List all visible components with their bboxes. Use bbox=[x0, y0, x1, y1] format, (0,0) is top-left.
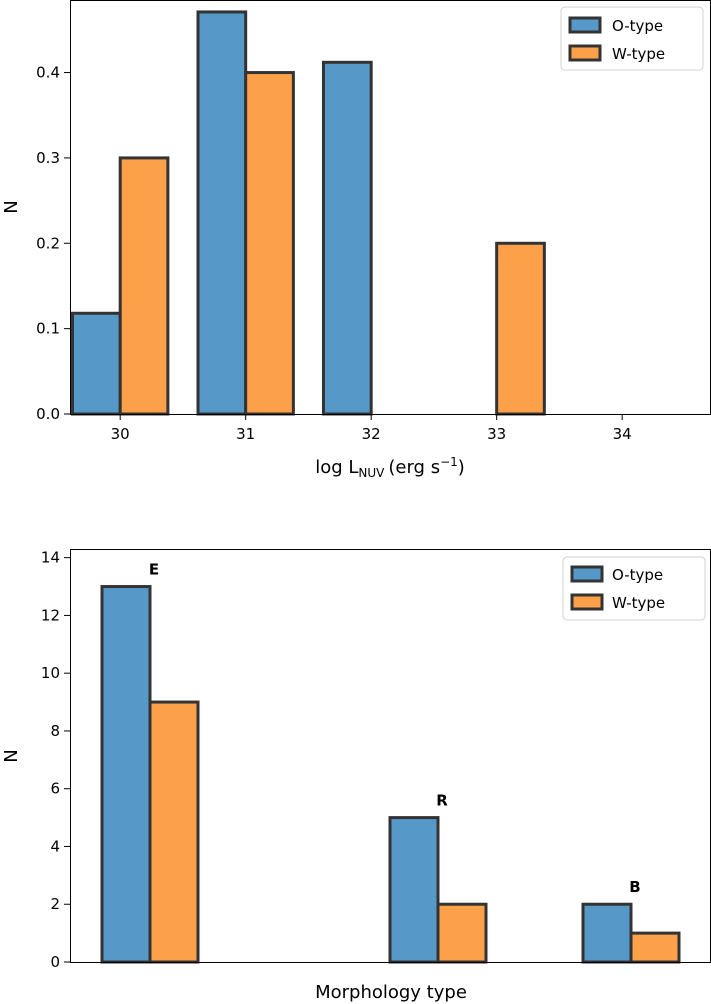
c2-y-tick-label: 12 bbox=[41, 606, 60, 624]
c2-bar-w-type-R bbox=[436, 902, 488, 964]
c2-bar-o-type-E bbox=[100, 585, 152, 964]
c1-x-tick-label: 30 bbox=[111, 425, 130, 443]
c2-bar-o-type-R bbox=[388, 816, 440, 964]
c2-annotation-B: B bbox=[629, 878, 640, 896]
c1-legend-swatch-o-type bbox=[568, 16, 602, 34]
c1-legend-label-o-type: O-type bbox=[612, 17, 663, 35]
c1-x-tick-label: 33 bbox=[487, 425, 506, 443]
c1-x-tick-label: 34 bbox=[613, 425, 632, 443]
c2-bar-o-type-B bbox=[581, 902, 633, 964]
c2-legend: O-type W-type bbox=[562, 556, 706, 621]
c2-y-tick-label: 6 bbox=[50, 780, 60, 798]
c1-y-tick-label: 0.4 bbox=[36, 64, 60, 82]
c1-legend: O-type W-type bbox=[560, 6, 704, 71]
c1-bar-o-type-30 bbox=[71, 311, 122, 416]
c1-legend-label-w-type: W-type bbox=[612, 45, 665, 63]
c1-bar-w-type-30 bbox=[118, 156, 170, 416]
c2-legend-swatch-o-type bbox=[570, 565, 604, 583]
c2-annotations: E R B bbox=[149, 561, 641, 897]
c2-y-tick-label: 14 bbox=[41, 549, 60, 567]
c2-bar-w-type-B bbox=[629, 931, 681, 964]
c2-legend-label-o-type: O-type bbox=[612, 566, 663, 584]
c1-bar-o-type-31 bbox=[196, 10, 248, 416]
c2-y-tick-label: 10 bbox=[41, 664, 60, 682]
c1-y-tick-label: 0.2 bbox=[36, 234, 60, 252]
c2-y-tick-label: 0 bbox=[50, 953, 60, 971]
c2-legend-label-w-type: W-type bbox=[612, 594, 665, 612]
c2-y-axis-label: N bbox=[1, 749, 22, 762]
c2-y-tick-label: 2 bbox=[50, 895, 60, 913]
c1-bar-w-type-33 bbox=[495, 241, 546, 416]
c1-x-tick-label: 31 bbox=[236, 425, 255, 443]
c2-annotation-E: E bbox=[149, 561, 159, 579]
c2-y-tick-label: 8 bbox=[50, 722, 60, 740]
c1-x-tick-label: 32 bbox=[362, 425, 381, 443]
c2-bar-w-type-E bbox=[148, 700, 200, 964]
c2-annotation-R: R bbox=[436, 792, 448, 810]
c1-ticks: 30 31 32 33 34 0.0 0.1 0.2 0.3 0.4 bbox=[36, 64, 632, 443]
c1-y-tick-label: 0.3 bbox=[36, 149, 60, 167]
c1-x-axis-label: log LNUV (erg s−1) bbox=[315, 455, 465, 480]
c2-y-tick-label: 4 bbox=[50, 837, 60, 855]
c1-y-axis-label: N bbox=[1, 200, 22, 213]
c1-y-tick-label: 0.0 bbox=[36, 405, 60, 423]
c2-ticks: 0 2 4 6 8 10 12 14 bbox=[41, 549, 70, 971]
c2-legend-swatch-w-type bbox=[570, 593, 604, 611]
c2-bars bbox=[100, 585, 681, 964]
c1-bar-o-type-32 bbox=[321, 60, 373, 416]
c1-bars bbox=[71, 10, 546, 416]
chart-luminosity: 30 31 32 33 34 0.0 0.1 0.2 0.3 0.4 log LNUV (erg s… bbox=[1, 0, 711, 480]
c1-legend-swatch-w-type bbox=[568, 44, 602, 62]
c2-x-axis-label: Morphology type bbox=[315, 982, 467, 1003]
c1-bar-w-type-31 bbox=[244, 71, 295, 416]
c1-y-tick-label: 0.1 bbox=[36, 320, 60, 338]
chart-morphology: 0 2 4 6 8 10 12 14 E R B Morphology type N O-type… bbox=[1, 549, 711, 1003]
